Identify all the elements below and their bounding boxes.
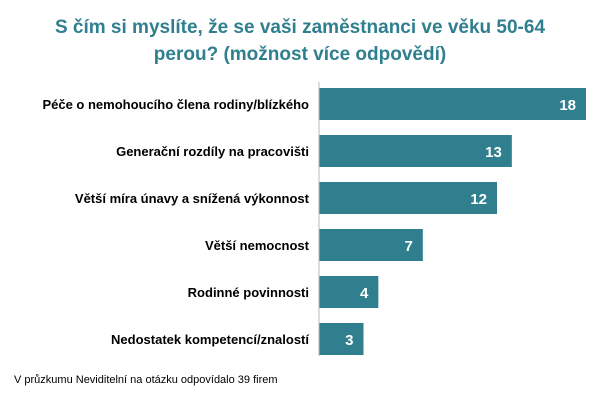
category-label-4: Větší nemocnost <box>205 238 310 253</box>
bar-2 <box>319 135 512 167</box>
category-label-5: Rodinné povinnosti <box>188 285 309 300</box>
bar-5 <box>319 276 379 308</box>
value-label-4: 7 <box>404 238 412 255</box>
category-label-1: Péče o nemohoucího člena rodiny/blízkého <box>42 97 309 112</box>
category-label-6: Nedostatek kompetencí/znalostí <box>111 332 309 347</box>
bars-group <box>319 88 586 355</box>
chart-title: S čím si myslíte, že se vaši zaměstnanci… <box>54 17 546 65</box>
bar-3 <box>319 182 497 214</box>
category-label-3: Větší míra únavy a snížená výkonnost <box>75 191 310 206</box>
bar-6 <box>319 323 364 355</box>
value-labels: 18 13 12 7 4 3 <box>345 97 576 349</box>
category-label-2: Generační rozdíly na pracovišti <box>116 144 309 159</box>
category-labels: Péče o nemohoucího člena rodiny/blízkého… <box>42 97 309 347</box>
value-label-3: 12 <box>470 191 487 208</box>
footnote: V průzkumu Neviditelní na otázku odpovíd… <box>14 374 278 386</box>
value-label-5: 4 <box>360 285 369 302</box>
value-label-1: 18 <box>559 97 576 114</box>
bar-4 <box>319 229 423 261</box>
bar-1 <box>319 88 586 120</box>
value-label-6: 3 <box>345 332 353 349</box>
value-label-2: 13 <box>485 144 502 161</box>
